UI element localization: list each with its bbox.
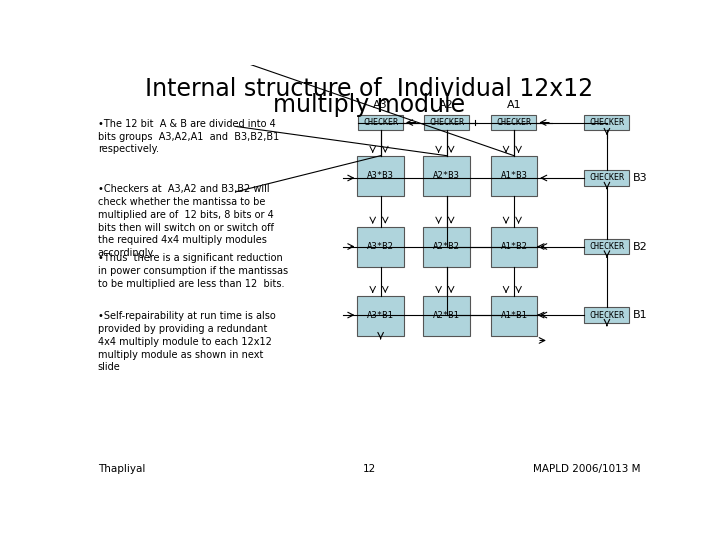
Text: A2: A2 bbox=[439, 100, 454, 110]
Text: A1*B1: A1*B1 bbox=[500, 312, 527, 320]
Text: A3*B2: A3*B2 bbox=[367, 242, 394, 251]
Text: A3*B1: A3*B1 bbox=[367, 312, 394, 320]
Text: A3*B3: A3*B3 bbox=[367, 171, 394, 180]
Text: 12: 12 bbox=[362, 464, 376, 475]
Bar bbox=[357, 226, 404, 267]
Text: B1: B1 bbox=[632, 310, 647, 320]
Text: multiply module: multiply module bbox=[273, 92, 465, 117]
Text: •Thus  there is a significant reduction
in power consumption if the mantissas
to: •Thus there is a significant reduction i… bbox=[98, 253, 288, 289]
Text: A2*B2: A2*B2 bbox=[433, 242, 460, 251]
Bar bbox=[585, 170, 629, 186]
Bar bbox=[585, 115, 629, 130]
Text: CHECKER: CHECKER bbox=[590, 173, 624, 183]
Text: A2*B1: A2*B1 bbox=[433, 312, 460, 320]
Text: Thapliyal: Thapliyal bbox=[98, 464, 145, 475]
Bar bbox=[490, 156, 537, 195]
Bar bbox=[358, 115, 403, 130]
Text: MAPLD 2006/1013 M: MAPLD 2006/1013 M bbox=[533, 464, 640, 475]
Text: CHECKER: CHECKER bbox=[590, 310, 624, 320]
Bar bbox=[423, 156, 469, 195]
Bar bbox=[423, 226, 469, 267]
Text: A3: A3 bbox=[373, 100, 388, 110]
Bar bbox=[423, 296, 469, 336]
Text: A2*B3: A2*B3 bbox=[433, 171, 460, 180]
Text: Internal structure of  Individual 12x12: Internal structure of Individual 12x12 bbox=[145, 77, 593, 101]
Text: A1: A1 bbox=[507, 100, 521, 110]
Text: A1*B2: A1*B2 bbox=[500, 242, 527, 251]
Bar bbox=[424, 115, 469, 130]
Text: B2: B2 bbox=[632, 241, 647, 252]
Bar bbox=[357, 156, 404, 195]
Text: B3: B3 bbox=[632, 173, 647, 183]
Bar bbox=[357, 296, 404, 336]
Text: A1*B3: A1*B3 bbox=[500, 171, 527, 180]
Text: •The 12 bit  A & B are divided into 4
bits groups  A3,A2,A1  and  B3,B2,B1
respe: •The 12 bit A & B are divided into 4 bit… bbox=[98, 119, 279, 154]
Bar bbox=[490, 226, 537, 267]
Bar bbox=[585, 307, 629, 323]
Bar bbox=[490, 296, 537, 336]
Bar bbox=[585, 239, 629, 254]
Text: CHECKER: CHECKER bbox=[496, 118, 531, 127]
Text: •Checkers at  A3,A2 and B3,B2 will
check whether the mantissa to be
multiplied a: •Checkers at A3,A2 and B3,B2 will check … bbox=[98, 184, 274, 258]
Text: CHECKER: CHECKER bbox=[363, 118, 398, 127]
Bar bbox=[492, 115, 536, 130]
Text: CHECKER: CHECKER bbox=[590, 118, 624, 127]
Text: CHECKER: CHECKER bbox=[429, 118, 464, 127]
Text: CHECKER: CHECKER bbox=[590, 242, 624, 251]
Text: •Self-repairability at run time is also
provided by providing a redundant
4x4 mu: •Self-repairability at run time is also … bbox=[98, 311, 276, 373]
